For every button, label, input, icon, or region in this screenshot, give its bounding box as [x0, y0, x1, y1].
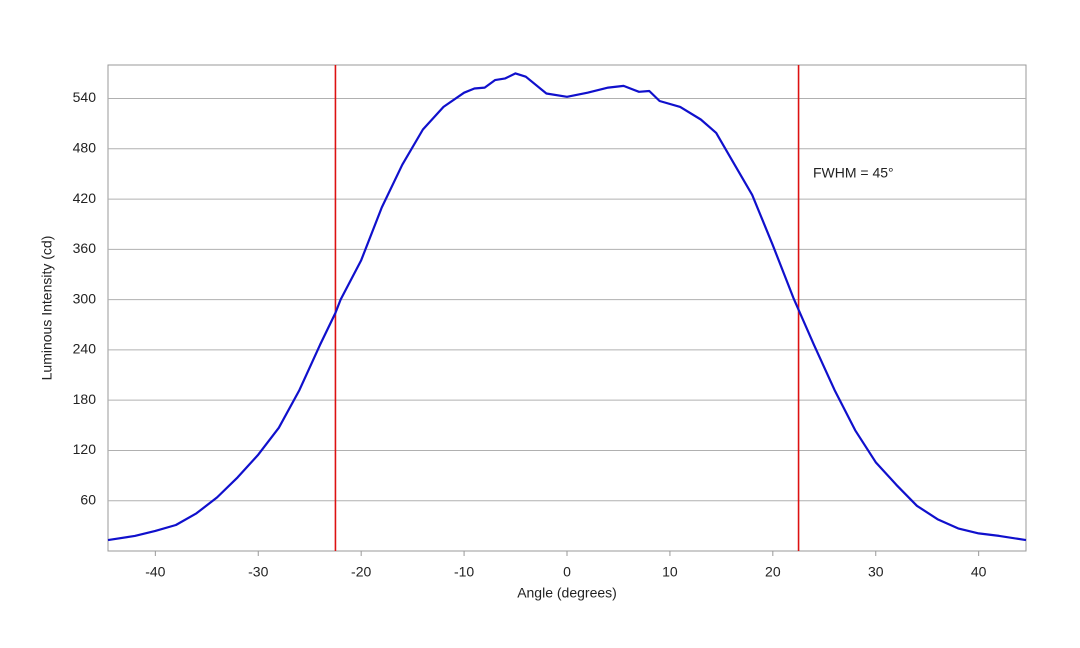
x-tick-label: 10 [662, 564, 678, 580]
y-tick-label: 300 [73, 290, 97, 306]
y-tick-label: 480 [73, 139, 97, 155]
y-tick-label: 120 [73, 441, 97, 457]
x-tick-label: 40 [971, 564, 987, 580]
y-tick-label: 60 [80, 491, 96, 507]
plot-area [107, 64, 1027, 552]
data-line [107, 72, 1027, 542]
x-tick-label: 20 [765, 564, 781, 580]
y-axis-label: Luminous Intensity (cd) [39, 236, 55, 381]
y-tick-label: 240 [73, 341, 97, 357]
y-tick-label: 420 [73, 190, 97, 206]
x-tick-label: -20 [351, 564, 371, 580]
y-tick-label: 180 [73, 391, 97, 407]
x-tick-label: -10 [454, 564, 474, 580]
y-tick-label: 360 [73, 240, 97, 256]
x-axis-label: Angle (degrees) [517, 585, 617, 601]
y-tick-label: 540 [73, 89, 97, 105]
x-tick-label: 30 [868, 564, 884, 580]
x-tick-label: -40 [145, 564, 165, 580]
annotation: FWHM = 45° [813, 165, 894, 181]
x-tick-label: -30 [248, 564, 268, 580]
x-tick-label: 0 [563, 564, 571, 580]
